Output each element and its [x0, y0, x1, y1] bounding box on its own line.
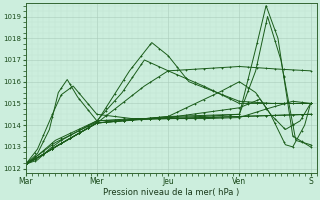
X-axis label: Pression niveau de la mer( hPa ): Pression niveau de la mer( hPa ): [103, 188, 239, 197]
